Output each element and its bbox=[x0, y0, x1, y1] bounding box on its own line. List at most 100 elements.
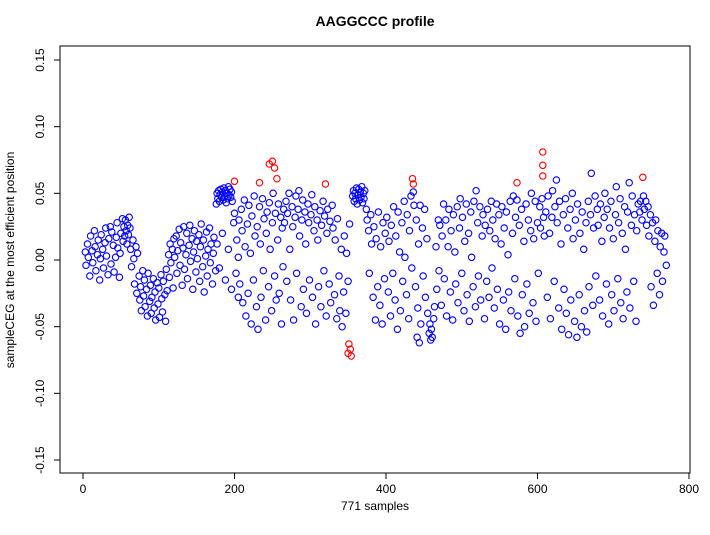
data-point bbox=[538, 194, 546, 203]
data-point bbox=[330, 290, 339, 299]
data-point bbox=[218, 229, 227, 238]
data-point bbox=[344, 277, 352, 286]
data-point bbox=[442, 312, 451, 320]
data-point bbox=[378, 320, 386, 328]
data-point bbox=[471, 302, 480, 311]
data-point bbox=[483, 205, 492, 214]
data-point bbox=[173, 269, 181, 278]
data-point bbox=[249, 276, 258, 284]
data-point bbox=[647, 282, 655, 291]
data-point bbox=[258, 194, 267, 203]
data-point bbox=[115, 273, 124, 282]
data-point bbox=[137, 306, 146, 315]
data-point bbox=[247, 320, 255, 328]
data-point bbox=[656, 242, 664, 251]
data-point bbox=[435, 266, 443, 275]
data-point bbox=[393, 325, 402, 334]
data-point bbox=[646, 210, 655, 219]
y-tick-label: 0.05 bbox=[33, 181, 47, 205]
data-point bbox=[316, 206, 324, 215]
data-point bbox=[285, 189, 293, 198]
data-point bbox=[396, 306, 405, 315]
data-point bbox=[571, 216, 580, 224]
data-point bbox=[524, 216, 533, 224]
data-point bbox=[623, 208, 632, 216]
data-point bbox=[164, 250, 173, 259]
data-point bbox=[454, 298, 462, 307]
data-point bbox=[601, 189, 609, 198]
data-point bbox=[531, 197, 539, 206]
data-point bbox=[227, 188, 236, 196]
data-point bbox=[407, 192, 415, 200]
data-point bbox=[380, 274, 389, 283]
data-point bbox=[625, 178, 633, 187]
data-point bbox=[286, 245, 294, 254]
data-point bbox=[600, 213, 608, 222]
data-point bbox=[105, 234, 113, 243]
data-point bbox=[603, 205, 611, 214]
data-point bbox=[383, 213, 391, 222]
data-point bbox=[582, 218, 590, 227]
data-point bbox=[555, 197, 564, 206]
data-point-outlier bbox=[345, 340, 353, 348]
data-point bbox=[291, 213, 299, 222]
data-point bbox=[476, 202, 484, 211]
data-point bbox=[489, 216, 497, 224]
data-point bbox=[292, 269, 301, 278]
data-point bbox=[308, 293, 317, 302]
data-point bbox=[661, 232, 669, 240]
data-point bbox=[98, 245, 107, 254]
data-point bbox=[653, 269, 661, 278]
data-point bbox=[449, 210, 458, 219]
data-point bbox=[125, 213, 133, 222]
data-point bbox=[511, 213, 520, 222]
data-point bbox=[638, 216, 646, 224]
data-point-outlier bbox=[273, 174, 281, 183]
data-point bbox=[527, 189, 536, 198]
data-point bbox=[381, 229, 389, 238]
data-point bbox=[434, 216, 443, 224]
data-point bbox=[97, 230, 105, 239]
data-point bbox=[328, 201, 336, 210]
data-point bbox=[239, 298, 247, 307]
data-point bbox=[149, 274, 158, 283]
data-point-outlier bbox=[347, 352, 355, 360]
data-point bbox=[210, 233, 218, 242]
data-point bbox=[373, 282, 382, 291]
data-point bbox=[165, 273, 174, 282]
data-point bbox=[245, 201, 253, 210]
data-point bbox=[280, 218, 289, 227]
y-tick-label: -0.05 bbox=[33, 313, 47, 341]
data-point bbox=[408, 264, 416, 272]
data-point bbox=[525, 309, 533, 318]
data-point bbox=[299, 285, 308, 294]
data-point bbox=[544, 192, 552, 200]
data-point bbox=[552, 176, 561, 184]
data-point bbox=[305, 276, 314, 284]
data-point bbox=[135, 272, 143, 280]
data-point bbox=[301, 208, 309, 216]
data-point bbox=[423, 309, 432, 318]
data-point bbox=[577, 322, 586, 331]
data-point bbox=[568, 189, 577, 198]
data-point bbox=[106, 222, 115, 231]
x-axis: 0 200 400 600 800 bbox=[80, 473, 699, 496]
data-point bbox=[456, 194, 464, 203]
data-point bbox=[206, 258, 215, 267]
data-point bbox=[465, 317, 474, 326]
data-point bbox=[298, 196, 307, 204]
data-point bbox=[267, 306, 276, 315]
data-point bbox=[104, 270, 112, 279]
data-point bbox=[508, 229, 517, 238]
data-point bbox=[632, 317, 640, 326]
data-point bbox=[199, 236, 208, 244]
data-point bbox=[569, 234, 577, 243]
data-point bbox=[584, 197, 593, 206]
data-point bbox=[196, 242, 205, 251]
data-point bbox=[660, 248, 668, 256]
data-point bbox=[339, 288, 348, 296]
data-point bbox=[186, 257, 195, 266]
data-point bbox=[580, 306, 589, 315]
data-point-outlier bbox=[255, 178, 264, 187]
data-point bbox=[294, 205, 302, 214]
